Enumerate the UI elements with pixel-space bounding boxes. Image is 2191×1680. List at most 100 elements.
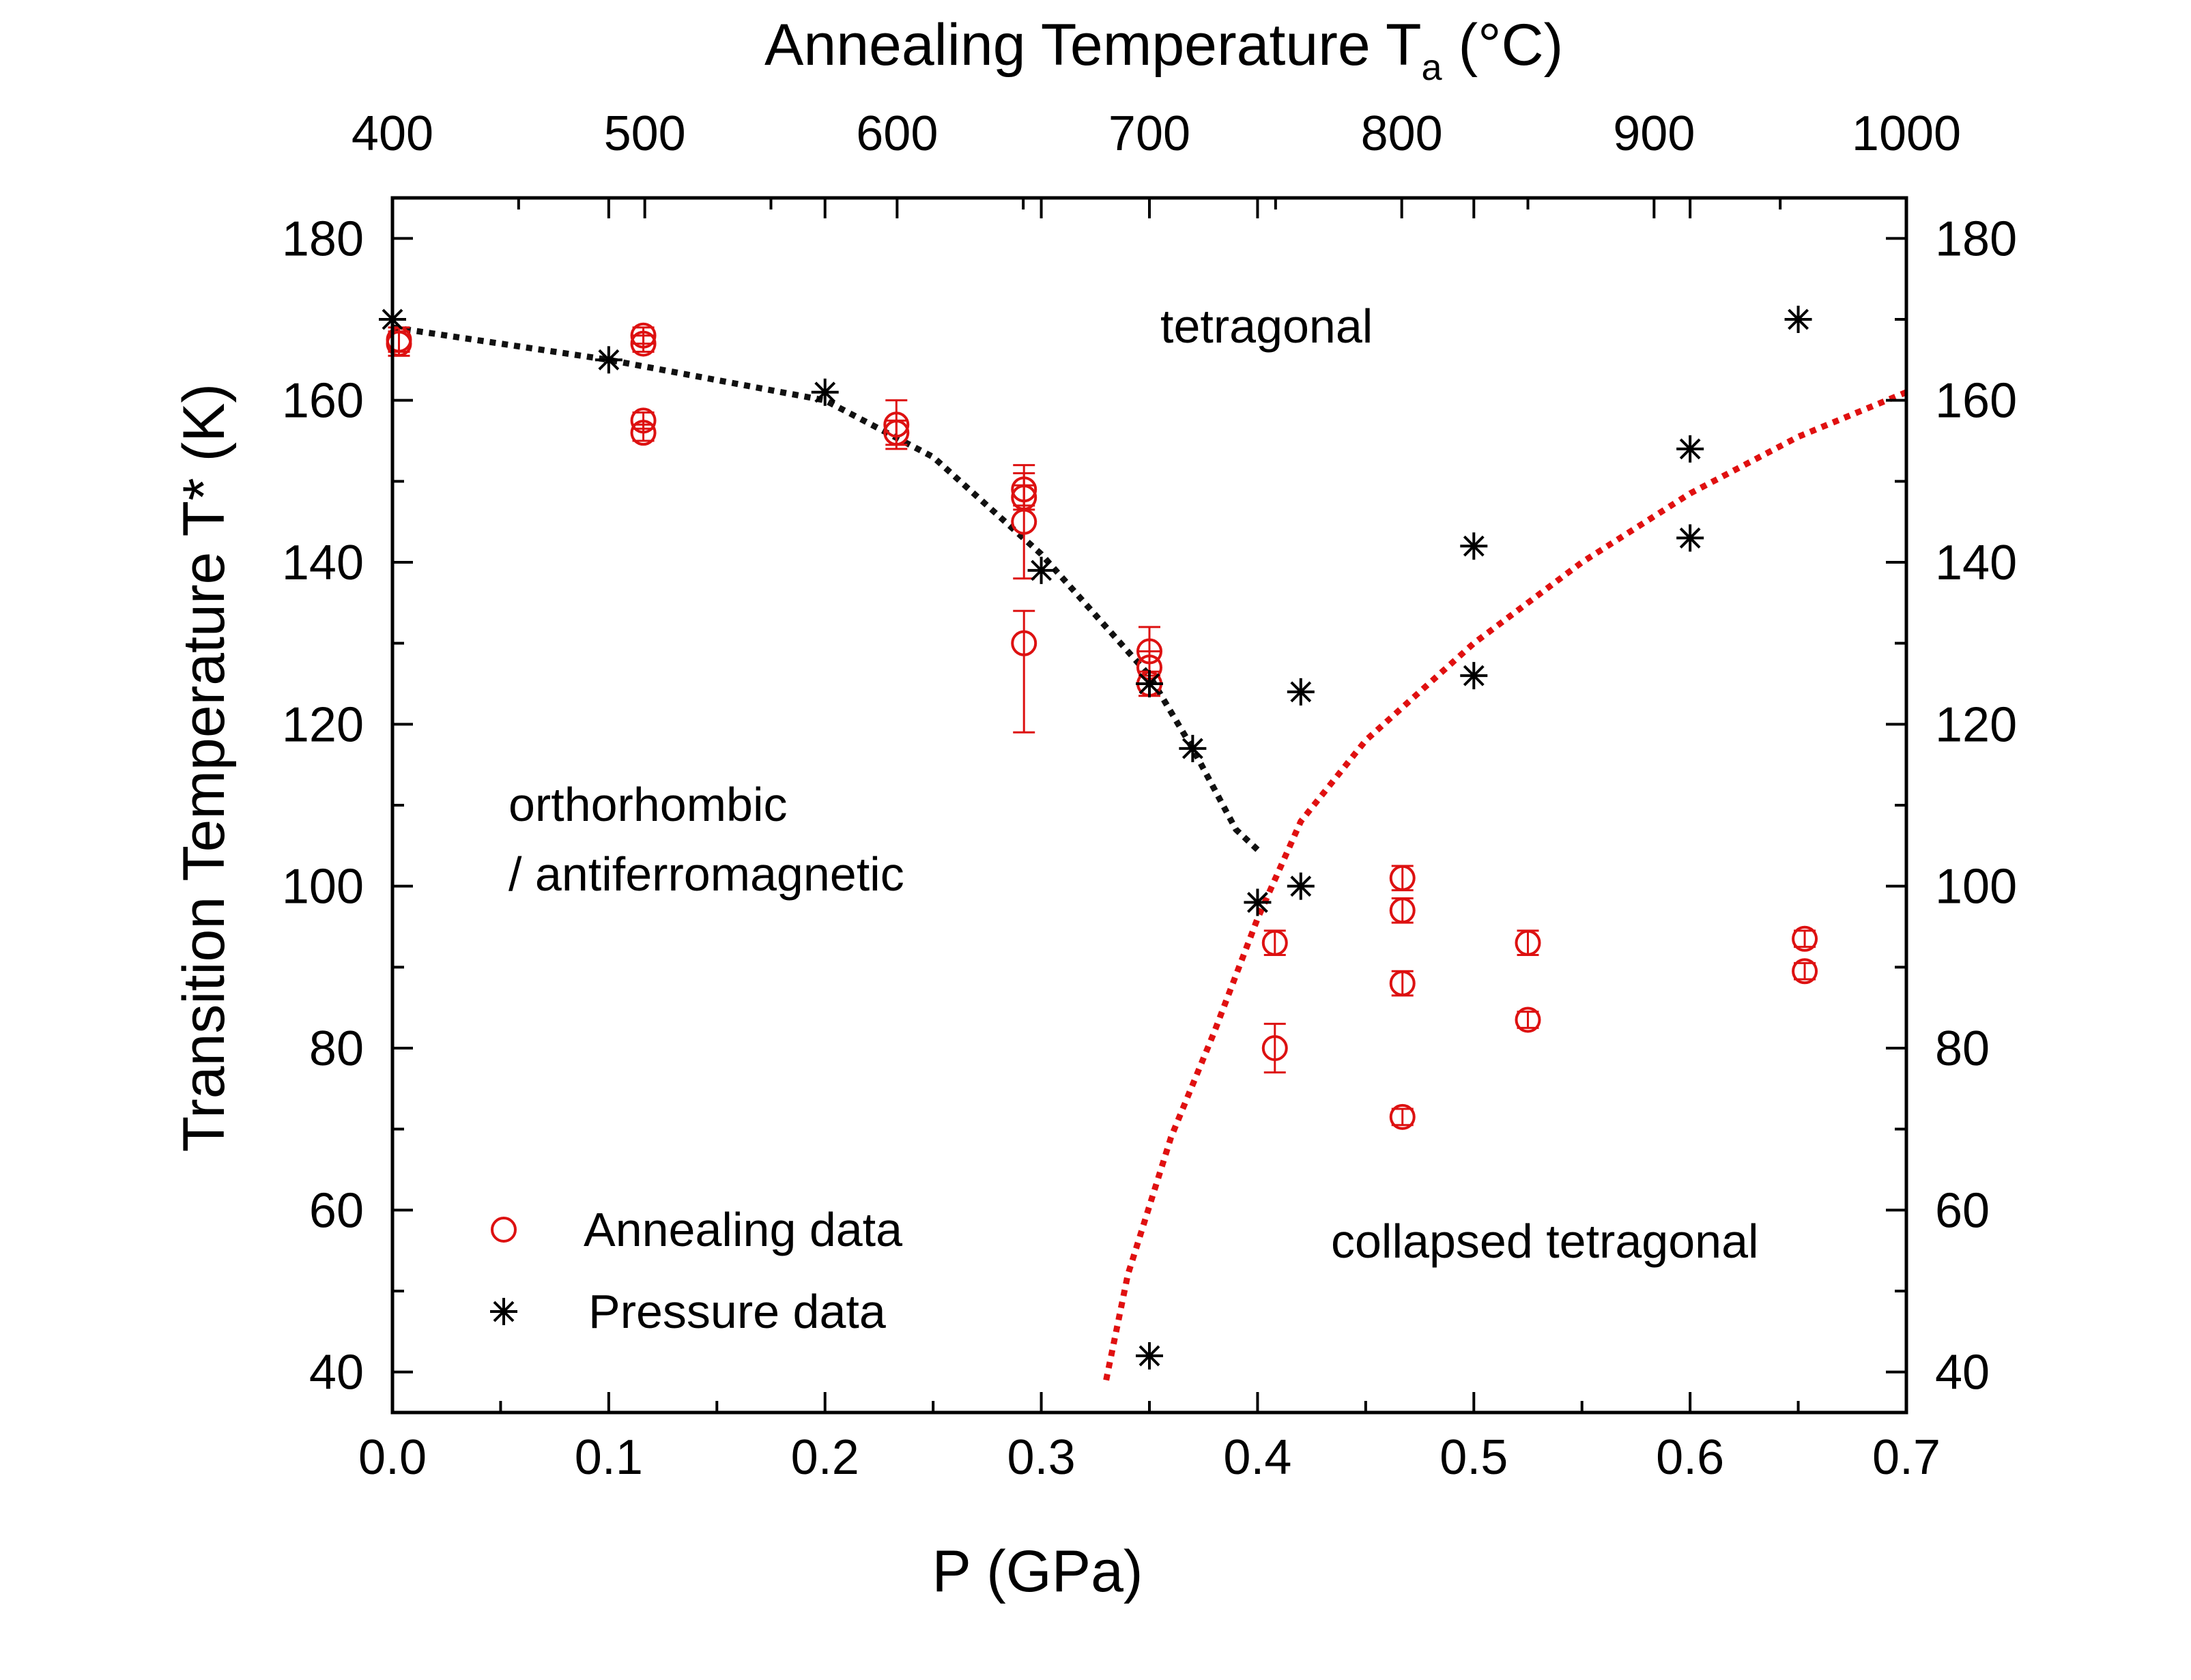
- pressure-data-point: [595, 346, 622, 374]
- region-label-tetragonal: tetragonal: [1160, 300, 1373, 353]
- asterisk-stroke: [1031, 560, 1052, 581]
- y-tick-label-left: 60: [309, 1183, 364, 1238]
- top-x-tick-label: 900: [1613, 106, 1695, 161]
- asterisk-stroke: [814, 381, 836, 403]
- y-tick-label-right: 180: [1935, 212, 2017, 266]
- asterisk-stroke: [1139, 1345, 1160, 1367]
- annealing-data-point: [1515, 929, 1541, 957]
- annealing-data-point: [1389, 970, 1416, 997]
- circle-marker: [1389, 897, 1416, 924]
- axis-labels: 0.0 0.1 0.2 0.3 0.4 0.5 0.6 0.7 400 500 600 700 800 9…: [282, 106, 2017, 1485]
- pressure-data-point: [1244, 888, 1272, 916]
- y-tick-label-right: 160: [1935, 374, 2017, 429]
- circle-marker: [1011, 630, 1037, 656]
- region-label-collapsed-tetragonal: collapsed tetragonal: [1331, 1215, 1759, 1268]
- circle-marker: [1515, 1006, 1541, 1033]
- annealing-data-point: [1792, 925, 1818, 952]
- top-x-axis-title: Annealing Temperature Ta (°C): [764, 12, 1563, 88]
- region-label-orthorhombic: orthorhombic: [509, 778, 788, 831]
- circle-marker: [1261, 929, 1288, 956]
- annealing-data-point: [883, 419, 910, 446]
- annealing-data-point: [630, 330, 657, 357]
- asterisk-stroke: [1182, 738, 1203, 759]
- y-tick-label-right: 120: [1935, 697, 2017, 752]
- x-tick-label: 0.6: [1656, 1430, 1724, 1485]
- circle-marker: [1792, 925, 1818, 952]
- y-tick-label-left: 100: [282, 860, 364, 914]
- data-series: [379, 306, 1818, 1370]
- asterisk-stroke: [1679, 527, 1701, 549]
- circle-marker: [630, 420, 657, 446]
- orthorhombic-boundary-line: [392, 324, 1260, 852]
- y-tick-label-left: 160: [282, 374, 364, 429]
- top-x-tick-label: 800: [1361, 106, 1443, 161]
- pressure-data-point: [1287, 872, 1315, 900]
- circle-marker: [883, 420, 910, 446]
- annealing-data-point: [1389, 1103, 1416, 1130]
- legend-marker-asterisk: [490, 1298, 517, 1325]
- top-x-tick-label: 400: [352, 106, 433, 161]
- y-tick-label-left: 180: [282, 212, 364, 266]
- legend-label-annealing: Annealing data: [584, 1203, 902, 1256]
- top-x-tick-label: 500: [604, 106, 686, 161]
- circle-marker: [1792, 958, 1818, 985]
- y-tick-label-right: 60: [1935, 1183, 1990, 1238]
- annealing-data-point: [1261, 1022, 1288, 1074]
- asterisk-stroke: [1788, 308, 1809, 330]
- asterisk-stroke: [598, 349, 620, 371]
- asterisk-stroke: [1247, 891, 1268, 913]
- circle-marker: [1515, 929, 1541, 956]
- y-tick-label-left: 120: [282, 697, 364, 752]
- pressure-data-point: [1676, 435, 1704, 463]
- x-tick-label: 0.0: [358, 1430, 427, 1485]
- asterisk-stroke: [1139, 673, 1160, 695]
- asterisk-stroke: [1463, 665, 1485, 686]
- pressure-data-point: [1136, 670, 1163, 697]
- top-x-tick-label: 600: [856, 106, 938, 161]
- asterisk-stroke: [1679, 438, 1701, 460]
- legend: Annealing data Pressure data: [490, 1203, 902, 1338]
- pressure-data-point: [1784, 306, 1812, 333]
- top-x-axis-title-suffix: (°C): [1442, 12, 1564, 78]
- x-tick-label: 0.7: [1872, 1430, 1941, 1485]
- y-tick-label-right: 100: [1935, 860, 2017, 914]
- top-x-axis-title-main: Annealing Temperature T: [764, 12, 1422, 78]
- x-tick-label: 0.2: [791, 1430, 859, 1485]
- annealing-data-point: [1011, 609, 1037, 734]
- legend-marker-circle: [491, 1217, 517, 1243]
- circle-marker: [630, 330, 657, 357]
- asterisk-stroke: [1463, 535, 1485, 557]
- asterisk-stroke: [1290, 875, 1312, 897]
- pressure-data-point: [1027, 556, 1055, 584]
- annealing-data-point: [1389, 865, 1416, 892]
- circle-marker: [386, 330, 412, 357]
- axis-ticks: [391, 198, 1908, 1413]
- top-x-axis-title-subscript: a: [1422, 47, 1443, 88]
- x-tick-label: 0.3: [1007, 1430, 1076, 1485]
- pressure-data-point: [1460, 532, 1488, 560]
- x-tick-label: 0.4: [1223, 1430, 1291, 1485]
- circle-marker: [1011, 508, 1037, 535]
- x-tick-label: 0.1: [575, 1430, 643, 1485]
- guide-lines: [392, 324, 1908, 1381]
- region-label-antiferromagnetic: / antiferromagnetic: [509, 848, 904, 901]
- top-x-tick-label: 1000: [1852, 106, 1961, 161]
- y-tick-label-right: 140: [1935, 536, 2017, 590]
- pressure-data-point: [1460, 662, 1488, 690]
- annealing-data-point: [1261, 929, 1288, 957]
- x-tick-label: 0.5: [1440, 1430, 1508, 1485]
- circle-marker: [1389, 1103, 1416, 1130]
- y-tick-label-left: 40: [309, 1346, 364, 1400]
- legend-label-pressure: Pressure data: [588, 1285, 886, 1338]
- pressure-data-point: [811, 378, 839, 406]
- pressure-data-point: [1287, 678, 1315, 706]
- pressure-data-point: [1136, 1342, 1163, 1370]
- y-tick-label-left: 140: [282, 536, 364, 590]
- annealing-data-point: [630, 420, 657, 446]
- x-axis-title: P (GPa): [932, 1539, 1143, 1604]
- pressure-data-point: [1179, 734, 1207, 762]
- annealing-data-point: [1515, 1006, 1541, 1033]
